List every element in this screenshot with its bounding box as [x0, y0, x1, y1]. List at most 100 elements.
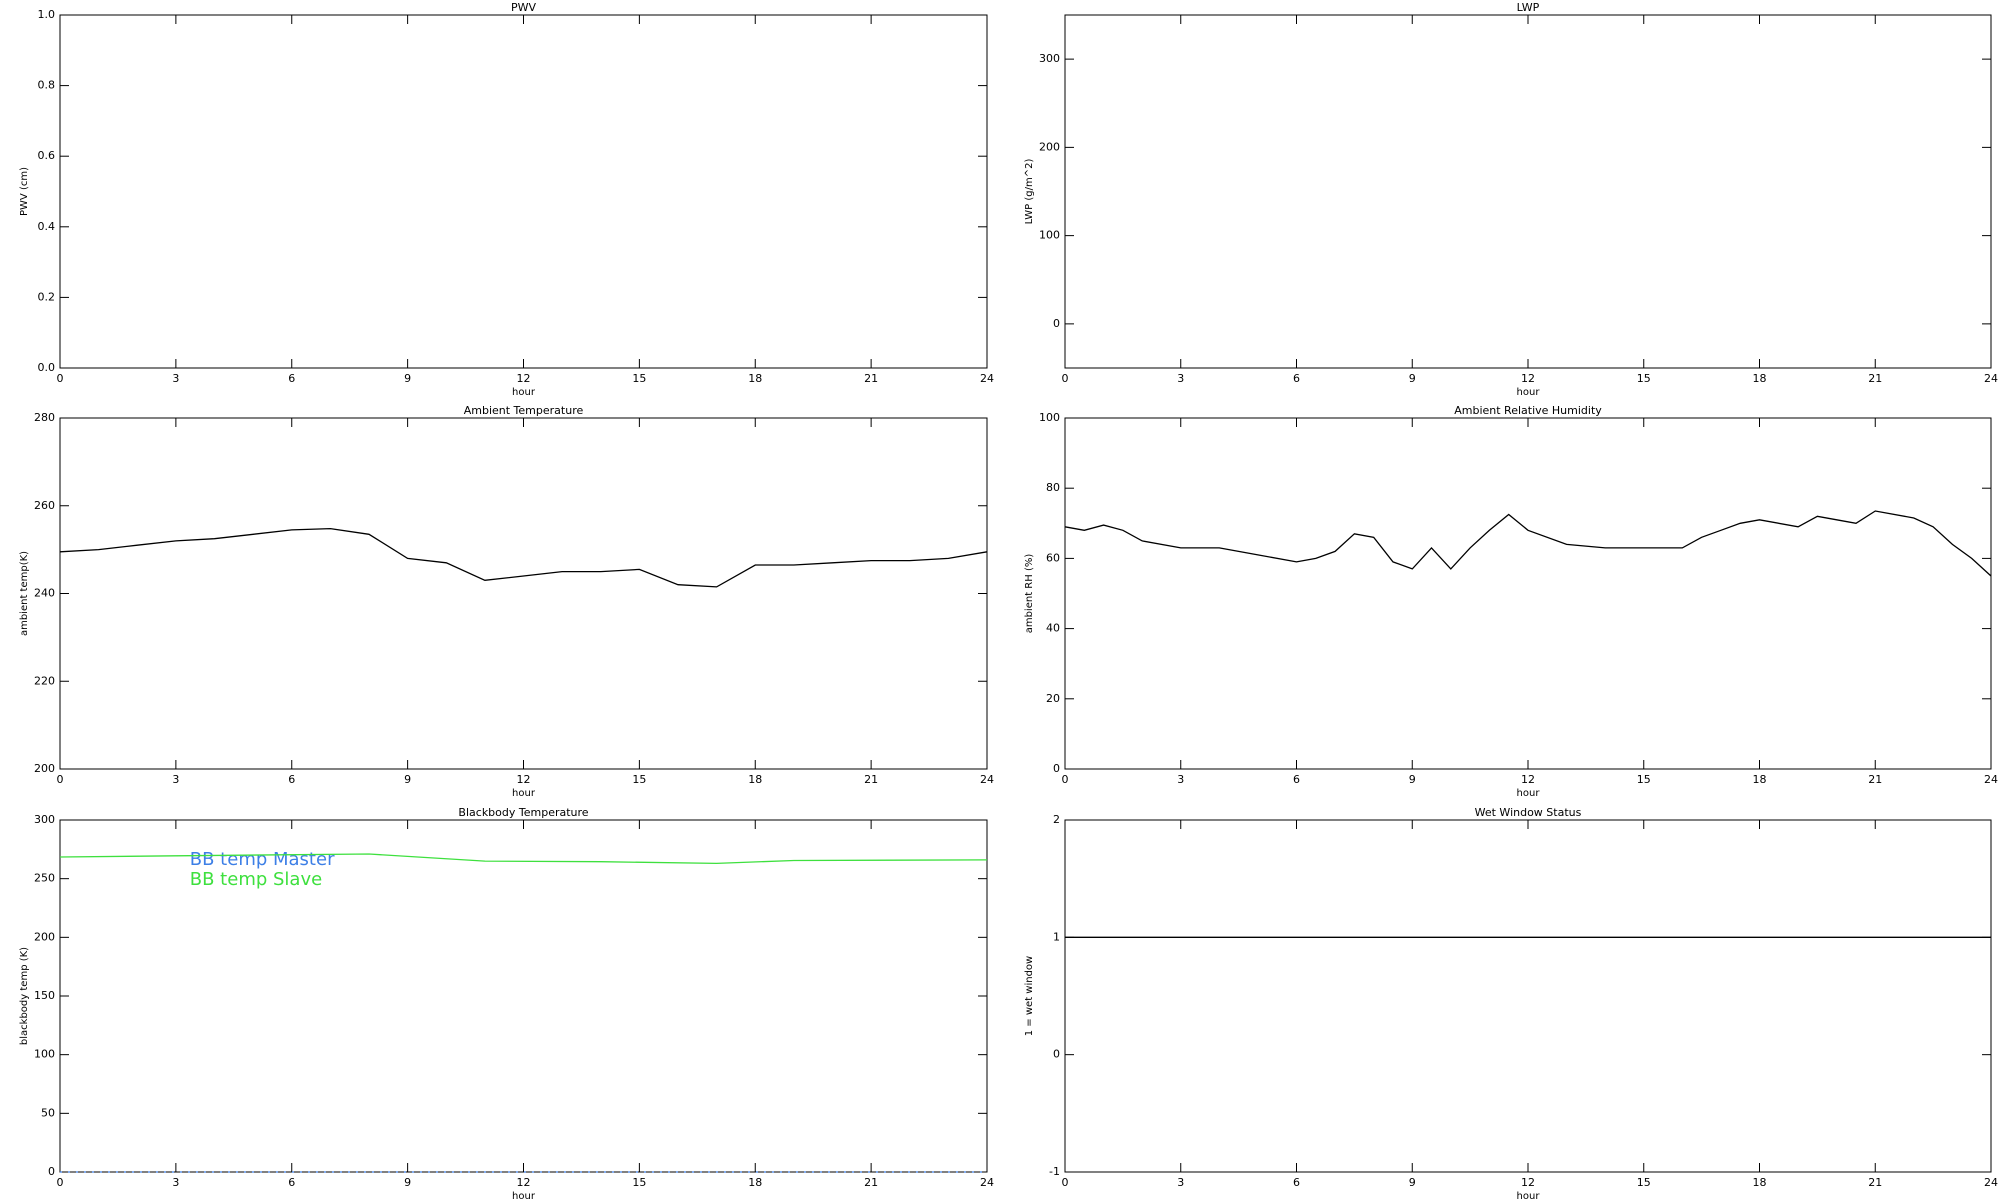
panel-title: Blackbody Temperature [458, 806, 588, 819]
x-tick-label: 15 [632, 372, 646, 385]
y-tick-label: 0.8 [38, 79, 56, 92]
x-tick-label: 15 [1637, 372, 1651, 385]
panel: Ambient Temperature hour ambient temp(K) 0 3… [19, 404, 994, 799]
y-tick-label: 0 [1053, 317, 1060, 330]
x-tick-label: 21 [864, 372, 878, 385]
x-tick-label: 18 [1753, 372, 1767, 385]
y-tick-label: -1 [1049, 1165, 1060, 1178]
y-axis-label: blackbody temp (K) [19, 947, 30, 1045]
y-tick-label: 40 [1046, 622, 1060, 635]
y-tick-label: 60 [1046, 551, 1060, 564]
legend-entry: BB temp Master [190, 849, 335, 870]
x-tick-label: 0 [57, 372, 64, 385]
y-axis-label: PWV (cm) [19, 167, 30, 216]
x-tick-label: 18 [748, 372, 762, 385]
y-tick-label: 0 [1053, 762, 1060, 775]
y-axis-label: ambient temp(K) [19, 551, 30, 636]
x-tick-label: 3 [172, 1176, 179, 1189]
x-tick-label: 24 [1984, 372, 1998, 385]
plot-frame [59, 417, 988, 770]
x-tick-label: 24 [980, 773, 994, 786]
x-tick-label: 9 [1409, 1176, 1416, 1189]
y-tick-label: 0 [1053, 1048, 1060, 1061]
y-tick-label: 200 [1039, 140, 1060, 153]
y-tick-label: 50 [41, 1106, 55, 1119]
x-tick-label: 12 [1521, 773, 1535, 786]
y-tick-label: 280 [34, 411, 55, 424]
x-tick-label: 12 [1521, 372, 1535, 385]
x-tick-label: 9 [404, 1176, 411, 1189]
x-tick-label: 6 [1293, 372, 1300, 385]
y-tick-label: 220 [34, 674, 55, 687]
panel-title: Wet Window Status [1475, 806, 1582, 819]
panel: PWV hour PWV (cm) 0 3 6 9 12 15 18 21 24 0.0 0.2 0.4 0.… [19, 1, 994, 398]
panel: Wet Window Status hour 1 = wet window 0 3 6 9 1… [1024, 806, 1998, 1200]
x-axis-label: hour [1517, 1191, 1541, 1200]
y-tick-label: 200 [34, 762, 55, 775]
x-tick-label: 12 [517, 372, 531, 385]
x-tick-label: 24 [980, 372, 994, 385]
x-axis-label: hour [512, 1191, 536, 1200]
x-tick-label: 6 [288, 372, 295, 385]
x-tick-label: 3 [1177, 773, 1184, 786]
x-tick-label: 15 [632, 1176, 646, 1189]
x-tick-label: 3 [172, 372, 179, 385]
panel: LWP hour LWP (g/m^2) 0 3 6 9 12 15 18 21 24 0 100 200 3… [1024, 1, 1998, 398]
panel: Ambient Relative Humidity hour ambient RH … [1024, 404, 1998, 799]
panel-title: LWP [1517, 1, 1540, 14]
x-tick-label: 9 [1409, 773, 1416, 786]
series-line [59, 853, 988, 865]
y-tick-label: 300 [34, 813, 55, 826]
y-tick-label: 2 [1053, 813, 1060, 826]
y-tick-label: 150 [34, 989, 55, 1002]
series-line [1064, 510, 1992, 577]
x-tick-label: 3 [1177, 372, 1184, 385]
x-tick-label: 21 [1868, 773, 1882, 786]
plot-frame [1064, 14, 1992, 369]
y-tick-label: 20 [1046, 692, 1060, 705]
y-tick-label: 80 [1046, 481, 1060, 494]
y-axis-label: ambient RH (%) [1024, 554, 1035, 634]
y-tick-label: 100 [1039, 229, 1060, 242]
x-tick-label: 15 [1637, 773, 1651, 786]
y-tick-label: 250 [34, 872, 55, 885]
x-tick-label: 12 [517, 773, 531, 786]
x-axis-label: hour [512, 788, 536, 799]
series-line [59, 527, 988, 588]
plot-frame [1064, 819, 1992, 1173]
x-tick-label: 18 [748, 1176, 762, 1189]
x-axis-label: hour [512, 387, 536, 398]
y-tick-label: 100 [34, 1048, 55, 1061]
panel-title: PWV [511, 1, 537, 14]
panel-title: Ambient Temperature [464, 404, 584, 417]
x-tick-label: 24 [1984, 1176, 1998, 1189]
y-tick-label: 0.6 [38, 149, 56, 162]
x-tick-label: 21 [1868, 1176, 1882, 1189]
x-tick-label: 18 [748, 773, 762, 786]
x-tick-label: 0 [57, 773, 64, 786]
panel: Blackbody Temperature hour blackbody temp … [19, 806, 994, 1200]
y-tick-label: 1 [1053, 930, 1060, 943]
x-tick-label: 24 [980, 1176, 994, 1189]
x-tick-label: 15 [632, 773, 646, 786]
plot-frame [1064, 417, 1992, 770]
x-tick-label: 12 [1521, 1176, 1535, 1189]
x-axis-label: hour [1517, 387, 1541, 398]
plot-frame [59, 14, 988, 369]
y-tick-label: 200 [34, 930, 55, 943]
x-tick-label: 0 [1062, 372, 1069, 385]
x-tick-label: 21 [864, 773, 878, 786]
y-tick-label: 0.0 [38, 361, 56, 374]
x-tick-label: 21 [1868, 372, 1882, 385]
x-axis-label: hour [1517, 788, 1541, 799]
x-tick-label: 0 [57, 1176, 64, 1189]
y-tick-label: 0 [48, 1165, 55, 1178]
x-tick-label: 6 [1293, 1176, 1300, 1189]
y-axis-label: 1 = wet window [1024, 956, 1035, 1036]
y-tick-label: 1.0 [38, 8, 56, 21]
x-tick-label: 21 [864, 1176, 878, 1189]
x-tick-label: 24 [1984, 773, 1998, 786]
y-tick-label: 0.2 [38, 290, 56, 303]
x-tick-label: 6 [288, 1176, 295, 1189]
x-tick-label: 9 [404, 372, 411, 385]
